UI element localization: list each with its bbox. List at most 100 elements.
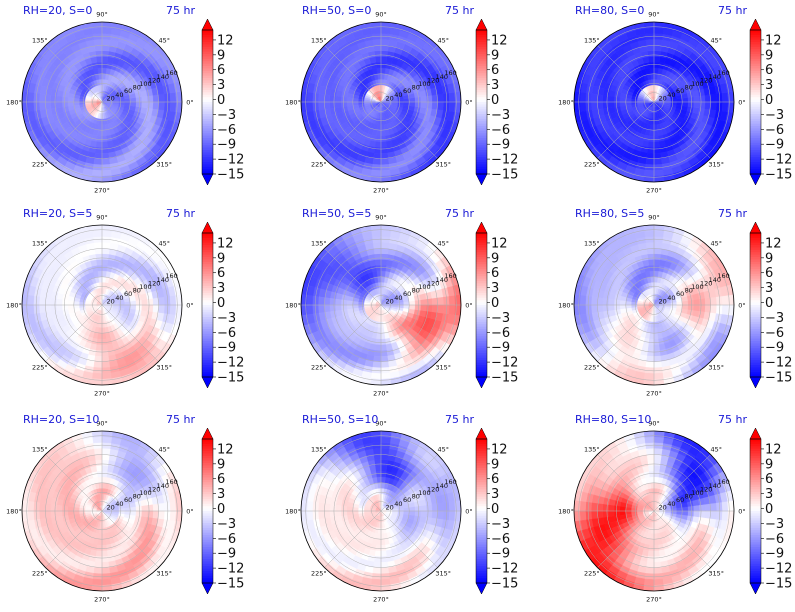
heatmap-cell <box>380 253 388 260</box>
colorbar-extend-max <box>475 18 488 31</box>
heatmap-cell <box>380 281 385 289</box>
colorbar-segment <box>202 78 213 81</box>
colorbar-tick-label: 0 <box>217 296 225 311</box>
angular-tick-label: 0° <box>738 99 745 107</box>
heatmap-cell <box>380 147 388 154</box>
heatmap-cell <box>687 101 695 108</box>
heatmap-cell <box>380 361 390 369</box>
colorbar-tick-label: −6 <box>491 326 510 341</box>
heatmap-cell <box>380 270 386 277</box>
heatmap-cell <box>602 304 609 312</box>
heatmap-cell <box>371 169 382 177</box>
heatmap-cell <box>653 372 664 380</box>
heatmap-cell <box>380 56 388 63</box>
heatmap-cell <box>329 101 336 109</box>
heatmap-cell <box>101 482 106 489</box>
panel-title: RH=50, S=0 <box>302 4 371 17</box>
heatmap-cell <box>101 270 107 277</box>
heatmap-cell <box>613 96 621 103</box>
colorbar-tick-label: −15 <box>217 168 244 183</box>
heatmap-cell <box>645 241 655 249</box>
heatmap-cell <box>630 98 638 103</box>
heatmap-cell <box>101 264 108 272</box>
radial-tick-label: 20 <box>107 297 115 305</box>
heatmap-cell <box>96 135 103 143</box>
heatmap-cell <box>693 101 700 109</box>
heatmap-cell <box>346 300 353 306</box>
heatmap-cell <box>67 97 74 103</box>
angular-tick-label: 0° <box>738 302 745 310</box>
colorbar-extend-max <box>475 221 488 234</box>
colorbar-segment <box>202 159 213 163</box>
colorbar-extend-max <box>201 221 214 234</box>
panel-title: RH=20, S=0 <box>23 4 92 17</box>
heatmap-cell <box>653 350 661 357</box>
heatmap-cell <box>135 304 143 311</box>
angular-tick-label: 0° <box>186 302 193 310</box>
heatmap-cell <box>158 93 166 103</box>
heatmap-cell <box>92 27 103 35</box>
colorbar-tick-label: −9 <box>491 341 510 356</box>
heatmap-cell <box>687 304 695 311</box>
heatmap-cell <box>448 92 456 103</box>
heatmap-cell <box>670 304 678 309</box>
heatmap-cell <box>329 298 336 306</box>
heatmap-cell <box>147 304 154 312</box>
colorbar-extend-min <box>749 173 762 186</box>
heatmap-cell <box>374 147 382 154</box>
colorbar-segment <box>202 118 213 122</box>
heatmap-cell <box>374 141 382 148</box>
colorbar-segment <box>202 73 213 77</box>
colorbar-segment <box>202 90 213 93</box>
angular-tick-label: 315° <box>156 364 172 372</box>
colorbar-tick-label: −12 <box>491 356 518 371</box>
heatmap-cell <box>437 304 445 314</box>
heatmap-cell <box>380 73 385 80</box>
heatmap-cell <box>380 241 390 249</box>
heatmap-cell <box>682 304 689 310</box>
radial-tick-label: 80 <box>133 84 141 92</box>
colorbar-segment <box>202 130 213 134</box>
angular-tick-label: 270° <box>373 187 389 195</box>
heatmap-cell <box>653 361 663 369</box>
heatmap-cell <box>426 101 433 109</box>
heatmap-cell <box>169 304 177 315</box>
heatmap-cell <box>409 304 416 310</box>
angular-tick-label: 90° <box>648 214 660 222</box>
heatmap-cell <box>101 158 111 166</box>
heatmap-cell <box>306 304 314 315</box>
heatmap-cell <box>98 118 103 126</box>
colorbar-extend-max <box>749 221 762 234</box>
heatmap-cell <box>648 135 655 143</box>
colorbar-tick-label: 12 <box>765 33 782 48</box>
heatmap-cell <box>397 101 405 106</box>
heatmap-cell <box>414 304 422 311</box>
heatmap-cell <box>380 264 387 272</box>
heatmap-cell <box>699 304 706 312</box>
colorbar-tick-label: −12 <box>765 356 792 371</box>
heatmap-cell <box>647 141 655 148</box>
heatmap-cell <box>98 124 103 131</box>
colorbar-tick-label: 12 <box>217 33 234 48</box>
colorbar-tick-label: 3 <box>491 78 499 93</box>
colorbar-tick-label: −9 <box>491 138 510 153</box>
heatmap-cell <box>644 230 655 238</box>
heatmap-cell <box>306 295 314 306</box>
heatmap-cell <box>56 298 63 306</box>
heatmap-cell <box>590 101 598 111</box>
heatmap-cell <box>130 304 137 310</box>
heatmap-cell <box>158 296 166 306</box>
heatmap-cell <box>56 95 63 103</box>
heatmap-cell <box>377 327 382 334</box>
heatmap-cell <box>372 241 382 249</box>
colorbar-segment <box>202 82 213 86</box>
angular-tick-label: 180° <box>285 99 301 107</box>
colorbar-tick-label: −12 <box>217 356 244 371</box>
colorbar-segment <box>202 157 213 161</box>
heatmap-cell <box>653 259 661 266</box>
heatmap-cell <box>448 295 456 306</box>
colorbar-segment <box>202 106 213 110</box>
heatmap-cell <box>92 372 103 380</box>
colorbar-segment <box>202 30 213 33</box>
